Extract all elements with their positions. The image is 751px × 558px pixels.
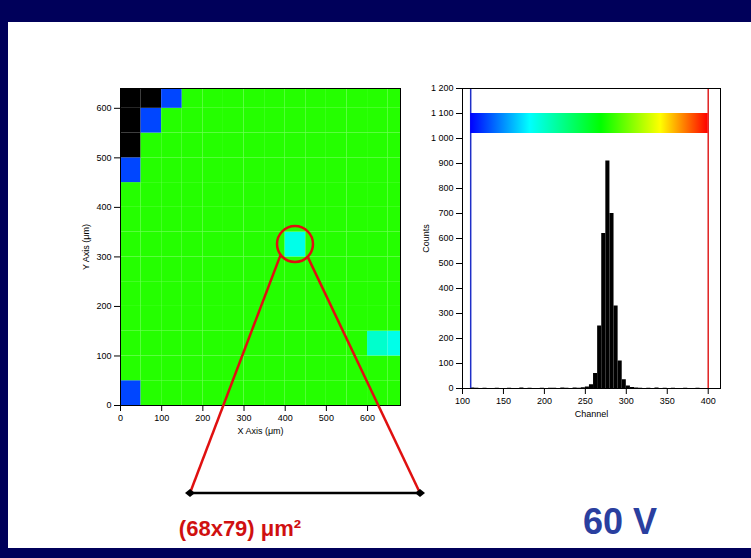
- svg-text:X Axis (μm): X Axis (μm): [237, 426, 283, 436]
- svg-text:500: 500: [96, 153, 111, 163]
- svg-text:(68x79) μm²: (68x79) μm²: [179, 516, 301, 541]
- svg-text:300: 300: [438, 308, 453, 318]
- svg-text:400: 400: [278, 413, 293, 423]
- svg-text:500: 500: [438, 258, 453, 268]
- svg-text:Counts: Counts: [421, 224, 431, 253]
- svg-text:100: 100: [455, 396, 470, 406]
- svg-text:300: 300: [619, 396, 634, 406]
- svg-text:0: 0: [448, 383, 453, 393]
- svg-text:200: 200: [195, 413, 210, 423]
- svg-text:600: 600: [96, 103, 111, 113]
- svg-text:900: 900: [438, 158, 453, 168]
- svg-text:60 V: 60 V: [583, 501, 657, 542]
- svg-text:600: 600: [438, 233, 453, 243]
- svg-text:200: 200: [96, 301, 111, 311]
- svg-text:400: 400: [701, 396, 716, 406]
- svg-text:0: 0: [106, 400, 111, 410]
- svg-text:Channel: Channel: [575, 409, 609, 419]
- svg-text:0: 0: [118, 413, 123, 423]
- svg-text:800: 800: [438, 183, 453, 193]
- svg-text:600: 600: [360, 413, 375, 423]
- svg-text:1 000: 1 000: [431, 133, 454, 143]
- svg-text:400: 400: [438, 283, 453, 293]
- svg-text:200: 200: [537, 396, 552, 406]
- svg-text:700: 700: [438, 208, 453, 218]
- svg-text:300: 300: [96, 252, 111, 262]
- svg-text:150: 150: [496, 396, 511, 406]
- svg-text:300: 300: [237, 413, 252, 423]
- svg-text:200: 200: [438, 333, 453, 343]
- svg-text:250: 250: [578, 396, 593, 406]
- svg-text:1 100: 1 100: [431, 108, 454, 118]
- svg-text:1 200: 1 200: [431, 83, 454, 93]
- svg-text:350: 350: [660, 396, 675, 406]
- svg-text:400: 400: [96, 202, 111, 212]
- svg-text:100: 100: [154, 413, 169, 423]
- svg-text:500: 500: [319, 413, 334, 423]
- svg-text:100: 100: [96, 351, 111, 361]
- svg-text:100: 100: [438, 358, 453, 368]
- svg-text:Y Axis (μm): Y Axis (μm): [81, 224, 91, 270]
